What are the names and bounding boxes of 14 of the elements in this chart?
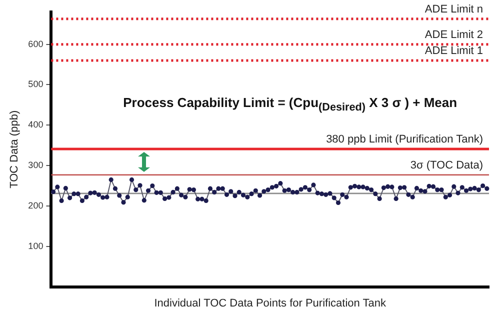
y-tick-label: 500: [28, 79, 44, 90]
ref-line-label: 3σ (TOC Data): [410, 159, 483, 172]
y-tick-label: 600: [28, 38, 44, 49]
y-tick-label: 200: [28, 200, 44, 210]
ref-line-label: 380 ppb Limit (Purification Tank): [326, 134, 483, 146]
annotation: Process Capability Limit = (Cpu$_{(Desired)}$ X 3 σ ) + Mean: [123, 94, 458, 114]
ref-line-label: ADE Limit 2: [424, 28, 483, 41]
y-tick-label: 400: [28, 120, 44, 130]
y-tick-label: 100: [28, 240, 44, 251]
y-axis-title: TOC Data (ppb): [8, 110, 21, 188]
ref-line-label: ADE Limit n: [424, 3, 483, 16]
y-tick-label: 300: [28, 160, 44, 170]
ref-line-label: ADE Limit 1: [424, 45, 483, 58]
x-axis-title: Individual TOC Data Points for Purification Tank: [154, 297, 386, 310]
